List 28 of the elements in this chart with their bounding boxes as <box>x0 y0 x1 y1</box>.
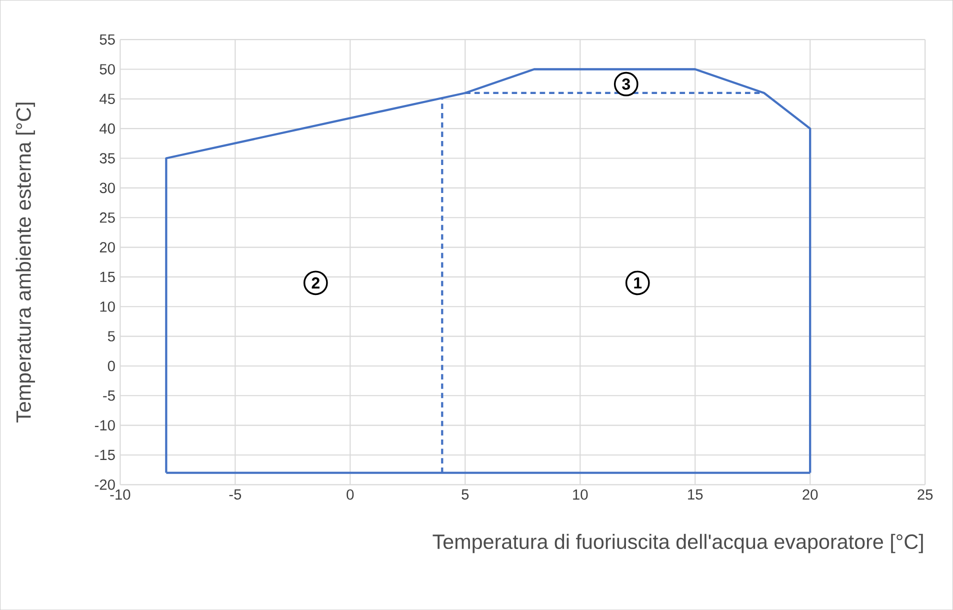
annotation: 1 <box>634 277 642 288</box>
y-tick-label: -15 <box>94 450 115 460</box>
y-tick-label: 15 <box>100 272 115 282</box>
y-tick-label: -10 <box>94 420 115 430</box>
y-tick-label: 25 <box>100 212 115 223</box>
y-tick-label: 50 <box>100 64 115 74</box>
y-tick-label: 30 <box>100 182 115 194</box>
x-tick-label: 20 <box>802 489 818 500</box>
y-tick-label: 20 <box>100 242 115 252</box>
x-tick-label: -5 <box>229 489 242 500</box>
annotation: 2 <box>312 277 320 288</box>
y-tick-label: 45 <box>100 94 115 104</box>
y-tick-label: 55 <box>100 34 115 45</box>
y-tick-label: -5 <box>103 390 115 401</box>
x-tick-label: 0 <box>346 489 354 500</box>
x-tick-label: 25 <box>918 489 933 500</box>
y-tick-label: -20 <box>94 479 115 490</box>
y-tick-label: 10 <box>100 301 115 312</box>
y-tick-label: 5 <box>108 331 115 342</box>
x-tick-label: 15 <box>688 489 703 500</box>
x-tick-label: 10 <box>573 489 588 500</box>
x-tick-label: 5 <box>462 489 469 500</box>
y-tick-label: 35 <box>100 153 115 164</box>
annotation: 3 <box>622 78 630 90</box>
x-axis-title: Temperatura di fuoriuscita dell'acqua evaporatore [°C] <box>432 534 923 554</box>
y-tick-label: 40 <box>100 123 115 134</box>
y-tick-label: 0 <box>108 360 115 372</box>
y-axis-title: Temperatura ambiente esterna [°C] <box>16 102 35 422</box>
